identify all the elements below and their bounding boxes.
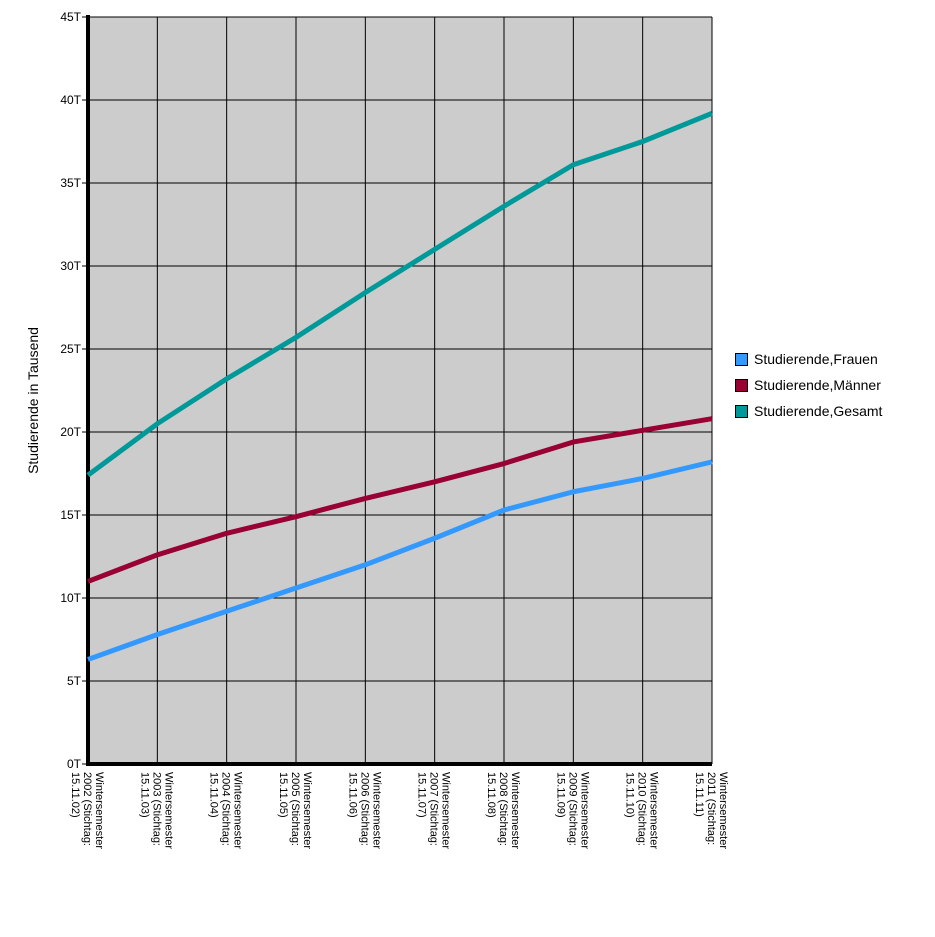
x-tick-label-line: 2008 (Stichtag: (497, 772, 509, 846)
y-axis-title: Studierende in Tausend (25, 327, 41, 474)
x-tick-label-line: 15.11.03) (138, 772, 150, 818)
y-tick-label: 40T (60, 93, 81, 107)
x-tick-label-line: Wintersemester (648, 772, 660, 849)
y-tick-labels: 0T 5T 10T 15T 20T 25T 30T 35T 40T 45T (60, 10, 81, 771)
y-tick-label: 35T (60, 176, 81, 190)
x-tick-label-line: 2003 (Stichtag: (150, 772, 162, 846)
x-tick-label-line: Wintersemester (440, 772, 452, 849)
x-tick-label-line: Wintersemester (370, 772, 382, 849)
x-tick-label-line: 2002 (Stichtag: (81, 772, 93, 846)
x-tick-label-line: 2004 (Stichtag: (220, 772, 232, 846)
legend-swatch-frauen (735, 352, 748, 366)
x-tick-label-line: 2009 (Stichtag: (566, 772, 578, 846)
legend: Studierende,Frauen Studierende,Männer St… (735, 346, 882, 424)
series-line-2 (86, 110, 713, 478)
y-tick-label: 5T (67, 674, 82, 688)
legend-label-frauen: Studierende,Frauen (754, 351, 878, 367)
plot-background (88, 17, 712, 764)
series-lines (86, 110, 713, 662)
series-line-1 (87, 416, 713, 584)
legend-label-gesamt: Studierende,Gesamt (754, 403, 883, 419)
x-tick-label-line: 15.11.04) (208, 772, 220, 818)
x-tick-label-line: 15.11.06) (346, 772, 358, 818)
x-tick-label-line: 2005 (Stichtag: (289, 772, 301, 846)
y-tick-label: 25T (60, 342, 81, 356)
legend-item-gesamt: Studierende,Gesamt (735, 398, 882, 424)
y-tick-label: 45T (60, 10, 81, 24)
x-tick-label-line: Wintersemester (717, 772, 729, 849)
x-tick-label-line: 2011 (Stichtag: (705, 772, 717, 845)
legend-swatch-maenner (735, 378, 748, 392)
grid-lines (82, 16, 713, 765)
x-tick-label-line: 15.11.02) (69, 772, 81, 818)
x-tick-label-line: 15.11.05) (277, 772, 289, 818)
axes (86, 15, 712, 766)
x-tick-label-line: Wintersemester (578, 772, 590, 849)
x-tick-label-line: Wintersemester (162, 772, 174, 849)
legend-label-maenner: Studierende,Männer (754, 377, 881, 393)
legend-item-frauen: Studierende,Frauen (735, 346, 882, 372)
x-tick-label-line: Wintersemester (232, 772, 244, 849)
x-tick-label-line: 2006 (Stichtag: (358, 772, 370, 846)
x-tick-label-line: 15.11.07) (416, 772, 428, 818)
legend-swatch-gesamt (735, 404, 748, 418)
x-tick-label-line: Wintersemester (93, 772, 105, 849)
x-tick-label-line: Wintersemester (509, 772, 521, 849)
y-tick-label: 10T (60, 591, 81, 605)
x-tick-label-line: Wintersemester (301, 772, 313, 849)
x-tick-label-line: 15.11.09) (554, 772, 566, 818)
x-tick-label-line: 15.11.08) (485, 772, 497, 818)
x-tick-label-line: 2007 (Stichtag: (428, 772, 440, 846)
y-tick-label: 0T (67, 757, 82, 771)
legend-item-maenner: Studierende,Männer (735, 372, 882, 398)
x-tick-label-line: 2010 (Stichtag: (636, 772, 648, 846)
x-tick-label-line: 15.11.10) (624, 772, 636, 818)
y-tick-label: 30T (60, 259, 81, 273)
series-line-0 (87, 459, 713, 662)
x-tick-label-line: 15.11.11) (693, 772, 705, 817)
y-tick-label: 15T (60, 508, 81, 522)
y-tick-label: 20T (60, 425, 81, 439)
